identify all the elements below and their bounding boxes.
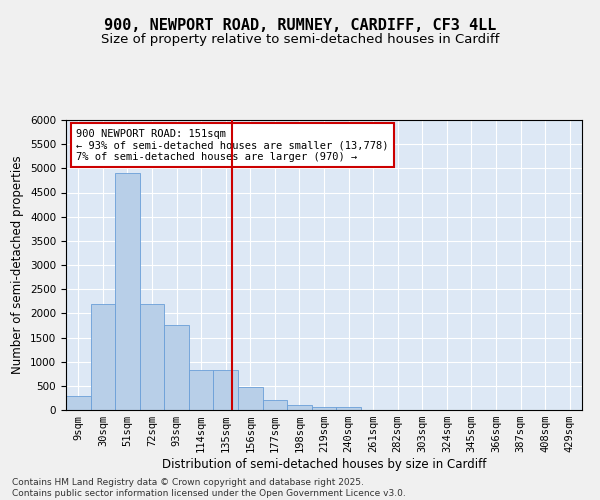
Bar — [140, 304, 164, 410]
Text: 900, NEWPORT ROAD, RUMNEY, CARDIFF, CF3 4LL: 900, NEWPORT ROAD, RUMNEY, CARDIFF, CF3 … — [104, 18, 496, 32]
Bar — [66, 396, 91, 410]
Text: 900 NEWPORT ROAD: 151sqm
← 93% of semi-detached houses are smaller (13,778)
7% o: 900 NEWPORT ROAD: 151sqm ← 93% of semi-d… — [76, 128, 389, 162]
Bar — [164, 326, 189, 410]
Bar — [214, 370, 238, 410]
Y-axis label: Number of semi-detached properties: Number of semi-detached properties — [11, 156, 25, 374]
Bar — [263, 400, 287, 410]
Bar — [91, 304, 115, 410]
Text: Size of property relative to semi-detached houses in Cardiff: Size of property relative to semi-detach… — [101, 32, 499, 46]
Bar — [189, 370, 214, 410]
Bar — [287, 405, 312, 410]
Bar — [336, 408, 361, 410]
X-axis label: Distribution of semi-detached houses by size in Cardiff: Distribution of semi-detached houses by … — [162, 458, 486, 471]
Bar — [115, 173, 140, 410]
Bar — [312, 406, 336, 410]
Text: Contains HM Land Registry data © Crown copyright and database right 2025.
Contai: Contains HM Land Registry data © Crown c… — [12, 478, 406, 498]
Bar — [238, 387, 263, 410]
